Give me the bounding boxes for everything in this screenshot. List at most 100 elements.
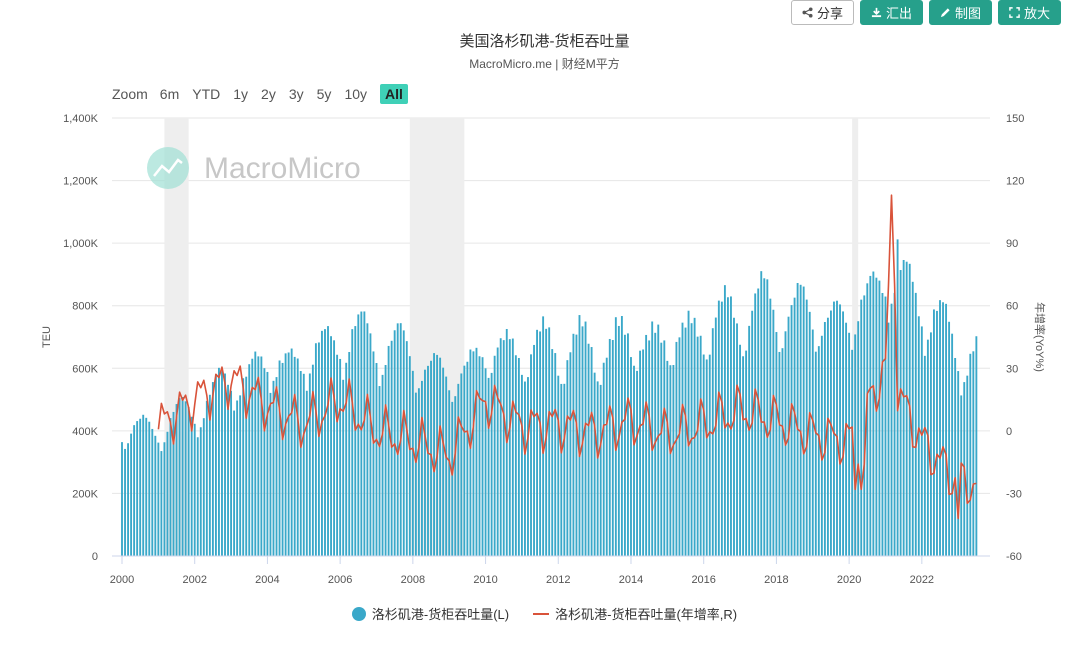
bar [878, 280, 881, 556]
zoom-all-button[interactable]: All [380, 84, 408, 104]
left-axis-tick-label: 800K [72, 301, 98, 313]
bar [324, 329, 326, 556]
bar [314, 343, 317, 556]
bar [854, 334, 857, 556]
x-axis-tick-label: 2006 [328, 574, 352, 586]
bar [587, 343, 590, 556]
bar [851, 349, 854, 556]
bar [396, 323, 399, 556]
bar [899, 270, 902, 556]
bar [620, 316, 623, 556]
bar [408, 356, 411, 556]
bar [569, 352, 572, 556]
enlarge-button[interactable]: 放大 [997, 0, 1061, 25]
zoom-1y-button[interactable]: 1y [233, 86, 249, 102]
zoom-2y-button[interactable]: 2y [261, 86, 276, 102]
bar [524, 381, 526, 556]
bar [427, 365, 429, 556]
bar [820, 335, 823, 556]
bar [321, 330, 323, 556]
bar [124, 448, 126, 556]
chart-title: 美国洛杉矶港-货柜吞吐量 [459, 33, 630, 50]
bar [317, 342, 320, 556]
bar [657, 324, 660, 556]
bar [648, 340, 651, 556]
bar [175, 404, 178, 556]
bar [842, 311, 844, 556]
bar [151, 428, 154, 556]
bar [745, 350, 748, 556]
zoom-10y-button[interactable]: 10y [344, 86, 368, 102]
bar [572, 333, 575, 556]
bar [342, 379, 345, 556]
bar [163, 442, 166, 556]
legend-item-line[interactable]: 洛杉矶港-货柜吞吐量(年增率,R) [533, 604, 737, 623]
bar [614, 317, 617, 556]
bar [348, 352, 351, 556]
bar [857, 321, 860, 556]
bar [808, 311, 811, 556]
bar [826, 317, 829, 556]
yoy-line [157, 194, 977, 520]
share-button[interactable]: 分享 [790, 0, 854, 25]
bar [305, 390, 308, 556]
bar [817, 346, 820, 556]
bar [327, 326, 329, 556]
bar [736, 323, 738, 556]
x-axis-tick-label: 2010 [473, 574, 497, 586]
zoom-6m-button[interactable]: 6m [159, 86, 180, 102]
bar [923, 355, 926, 556]
bar [133, 425, 136, 556]
bar [802, 286, 805, 556]
bar [154, 435, 157, 556]
bar [584, 321, 587, 556]
bar [726, 297, 729, 556]
bar [533, 344, 535, 556]
bar [208, 394, 211, 556]
bar [642, 349, 645, 556]
bar [472, 351, 475, 556]
right-axis-title: 年增率(YoY%) [1033, 302, 1047, 372]
bar [805, 299, 808, 556]
bar [496, 347, 499, 556]
bar [793, 297, 796, 556]
x-axis-tick-label: 2008 [401, 574, 425, 586]
zoom-ytd-button[interactable]: YTD [192, 86, 221, 102]
zoom-5y-button[interactable]: 5y [316, 86, 332, 102]
bar [517, 358, 520, 556]
bar [275, 377, 278, 556]
bar [536, 329, 539, 556]
zoom-3y-button[interactable]: 3y [288, 86, 304, 102]
bar [866, 283, 869, 556]
bar [269, 392, 272, 556]
bar [196, 437, 199, 556]
bar [214, 374, 217, 556]
bar [663, 340, 666, 556]
bar [224, 373, 226, 556]
bar [448, 390, 451, 556]
legend-item-bar[interactable]: 洛杉矶港-货柜吞吐量(L) [351, 604, 509, 623]
bar [687, 310, 690, 556]
bar [330, 336, 332, 556]
bar [733, 317, 735, 556]
bar [575, 334, 578, 556]
bar [560, 383, 563, 556]
bar [645, 334, 648, 556]
bar [411, 370, 414, 556]
bar [605, 357, 608, 556]
export-button[interactable]: 汇出 [859, 0, 923, 25]
bar [926, 339, 929, 556]
bar [387, 345, 390, 556]
bar [717, 300, 720, 556]
bar [836, 300, 838, 556]
bar [390, 340, 393, 556]
draw-button[interactable]: 制图 [928, 0, 992, 25]
bar [723, 285, 726, 556]
bar [239, 395, 242, 556]
bar [714, 317, 717, 556]
bar [557, 375, 560, 556]
bar [287, 352, 290, 556]
bar [778, 351, 781, 556]
right-axis-tick-label: 90 [1006, 238, 1018, 250]
bar [439, 357, 442, 556]
